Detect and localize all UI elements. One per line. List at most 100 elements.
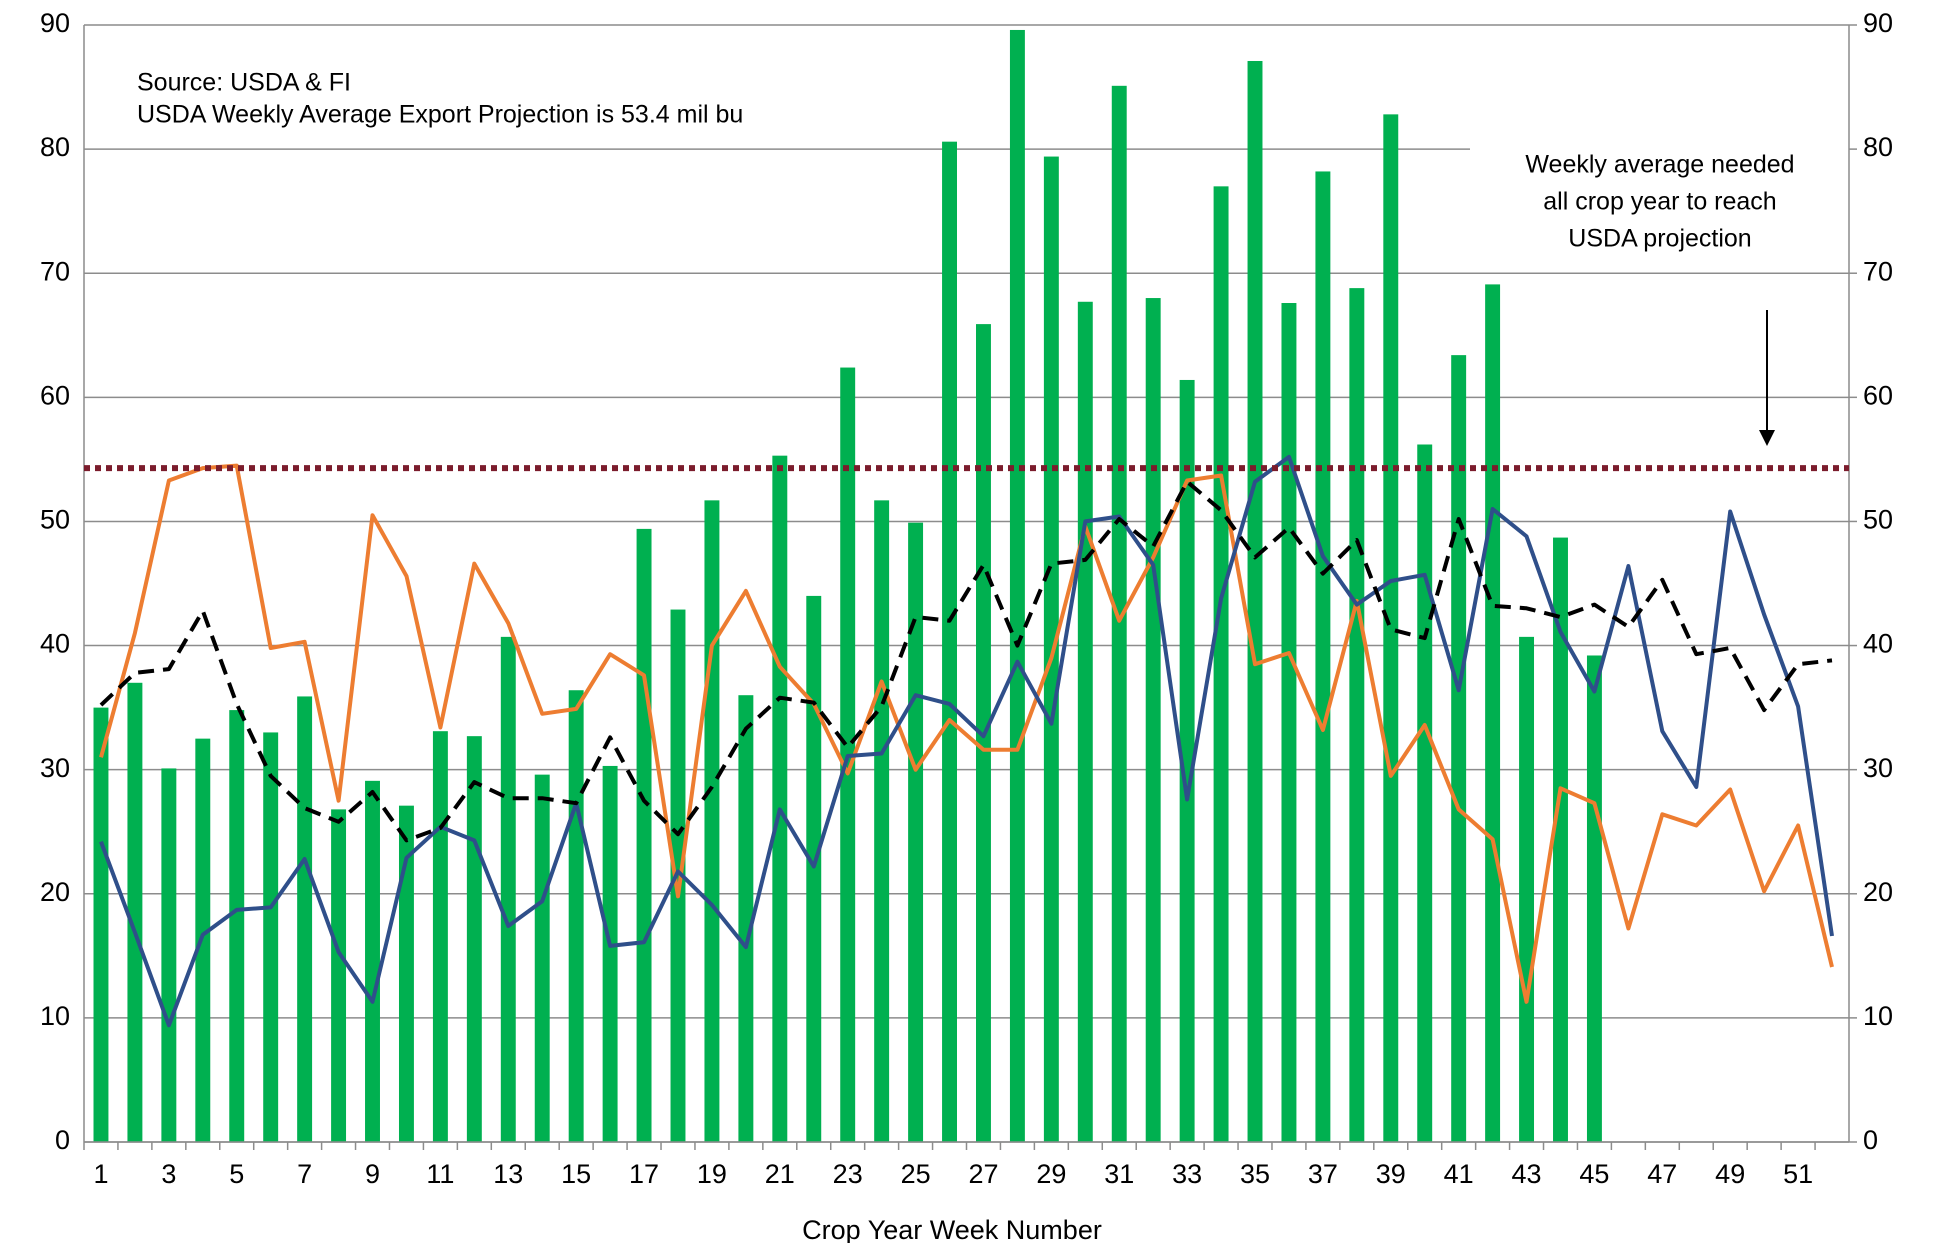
bar <box>297 696 313 1142</box>
y2-tick-label: 10 <box>1863 1001 1893 1031</box>
bar <box>466 736 482 1142</box>
x-tick-label: 27 <box>968 1159 998 1189</box>
y-tick-label: 70 <box>40 256 70 286</box>
line <box>99 454 1834 1028</box>
bar <box>1043 156 1059 1142</box>
y-tick-label: 40 <box>40 629 70 659</box>
note: Weekly average needed <box>1525 151 1794 179</box>
bar <box>806 595 822 1142</box>
x-tick-label: 21 <box>765 1159 795 1189</box>
y2-tick-label: 80 <box>1863 132 1893 162</box>
x-tick-label: 15 <box>561 1159 591 1189</box>
bar <box>636 528 652 1142</box>
bar <box>568 690 584 1142</box>
line <box>99 463 1834 1004</box>
bar <box>1111 85 1127 1142</box>
y2-tick-label: 40 <box>1863 629 1893 659</box>
x-tick-label: 3 <box>161 1159 176 1189</box>
y2-tick-label: 90 <box>1863 8 1893 38</box>
bar <box>161 768 177 1142</box>
line <box>99 479 1833 843</box>
x-tick-label: 29 <box>1036 1159 1066 1189</box>
bar <box>1485 284 1501 1142</box>
x-tick-label: 35 <box>1240 1159 1270 1189</box>
bar <box>1349 288 1365 1142</box>
bar <box>365 780 380 1142</box>
bar <box>772 455 788 1143</box>
bar <box>1417 444 1433 1142</box>
bar <box>738 695 754 1142</box>
y2-tick-label: 70 <box>1863 256 1893 286</box>
note: all crop year to reach <box>1543 188 1776 216</box>
y-tick-label: 60 <box>40 380 70 410</box>
bar <box>93 707 109 1142</box>
bar <box>127 682 143 1142</box>
x-tick-label: 37 <box>1308 1159 1338 1189</box>
bar <box>331 809 347 1142</box>
x-tick-label: 19 <box>697 1159 727 1189</box>
x-tick-label: 33 <box>1172 1159 1202 1189</box>
y2-tick-label: 30 <box>1863 753 1893 783</box>
bar <box>942 141 957 1143</box>
x-tick-label: 23 <box>833 1159 863 1189</box>
x-axis-title: Crop Year Week Number <box>802 1215 1102 1243</box>
bar <box>1145 298 1161 1142</box>
x-tick-label: 39 <box>1376 1159 1406 1189</box>
annotation: USDA Weekly Average Export Projection is… <box>137 101 743 129</box>
y-tick-label: 50 <box>40 505 70 535</box>
bar <box>432 731 448 1142</box>
bar <box>1179 379 1195 1142</box>
bar <box>1519 636 1535 1142</box>
note: USDA projection <box>1568 225 1751 253</box>
bar <box>704 500 720 1142</box>
y2-tick-label: 50 <box>1863 505 1893 535</box>
bar <box>1586 655 1602 1142</box>
bar <box>1213 186 1229 1142</box>
y-tick-label: 20 <box>40 877 70 907</box>
x-tick-label: 45 <box>1579 1159 1609 1189</box>
bar <box>398 805 414 1142</box>
y-tick-label: 10 <box>40 1001 70 1031</box>
bar <box>534 774 550 1142</box>
y-tick-label: 0 <box>55 1125 70 1155</box>
x-tick-label: 1 <box>93 1159 108 1189</box>
y2-tick-label: 60 <box>1863 380 1893 410</box>
bar <box>874 500 890 1142</box>
bar <box>1315 171 1331 1142</box>
bar <box>1009 29 1025 1142</box>
bar <box>1383 114 1399 1143</box>
x-tick-label: 47 <box>1647 1159 1677 1189</box>
y-tick-label: 80 <box>40 132 70 162</box>
y2-tick-label: 20 <box>1863 877 1893 907</box>
x-tick-label: 31 <box>1104 1159 1134 1189</box>
x-tick-label: 7 <box>297 1159 312 1189</box>
x-tick-label: 51 <box>1783 1159 1813 1189</box>
x-tick-label: 49 <box>1715 1159 1745 1189</box>
bar <box>1247 60 1263 1143</box>
note-background <box>1470 130 1850 265</box>
y-tick-label: 30 <box>40 753 70 783</box>
bar <box>229 710 245 1142</box>
x-tick-label: 11 <box>426 1159 454 1189</box>
x-tick-label: 9 <box>365 1159 380 1189</box>
x-tick-label: 13 <box>493 1159 523 1189</box>
bar <box>263 732 279 1142</box>
bar <box>1451 355 1467 1142</box>
bar <box>1077 301 1093 1142</box>
x-tick-label: 41 <box>1444 1159 1474 1189</box>
x-tick-label: 25 <box>901 1159 931 1189</box>
annotation: Source: USDA & FI <box>137 69 351 97</box>
bar <box>1553 537 1568 1142</box>
bar <box>602 765 618 1142</box>
bar <box>1281 303 1297 1142</box>
x-tick-label: 43 <box>1512 1159 1542 1189</box>
x-tick-label: 5 <box>229 1159 244 1189</box>
bar <box>908 522 924 1142</box>
note-arrowhead <box>1759 430 1775 446</box>
y-tick-label: 90 <box>40 8 70 38</box>
y2-tick-label: 0 <box>1863 1125 1878 1155</box>
x-tick-label: 17 <box>629 1159 659 1189</box>
bar <box>500 636 516 1142</box>
